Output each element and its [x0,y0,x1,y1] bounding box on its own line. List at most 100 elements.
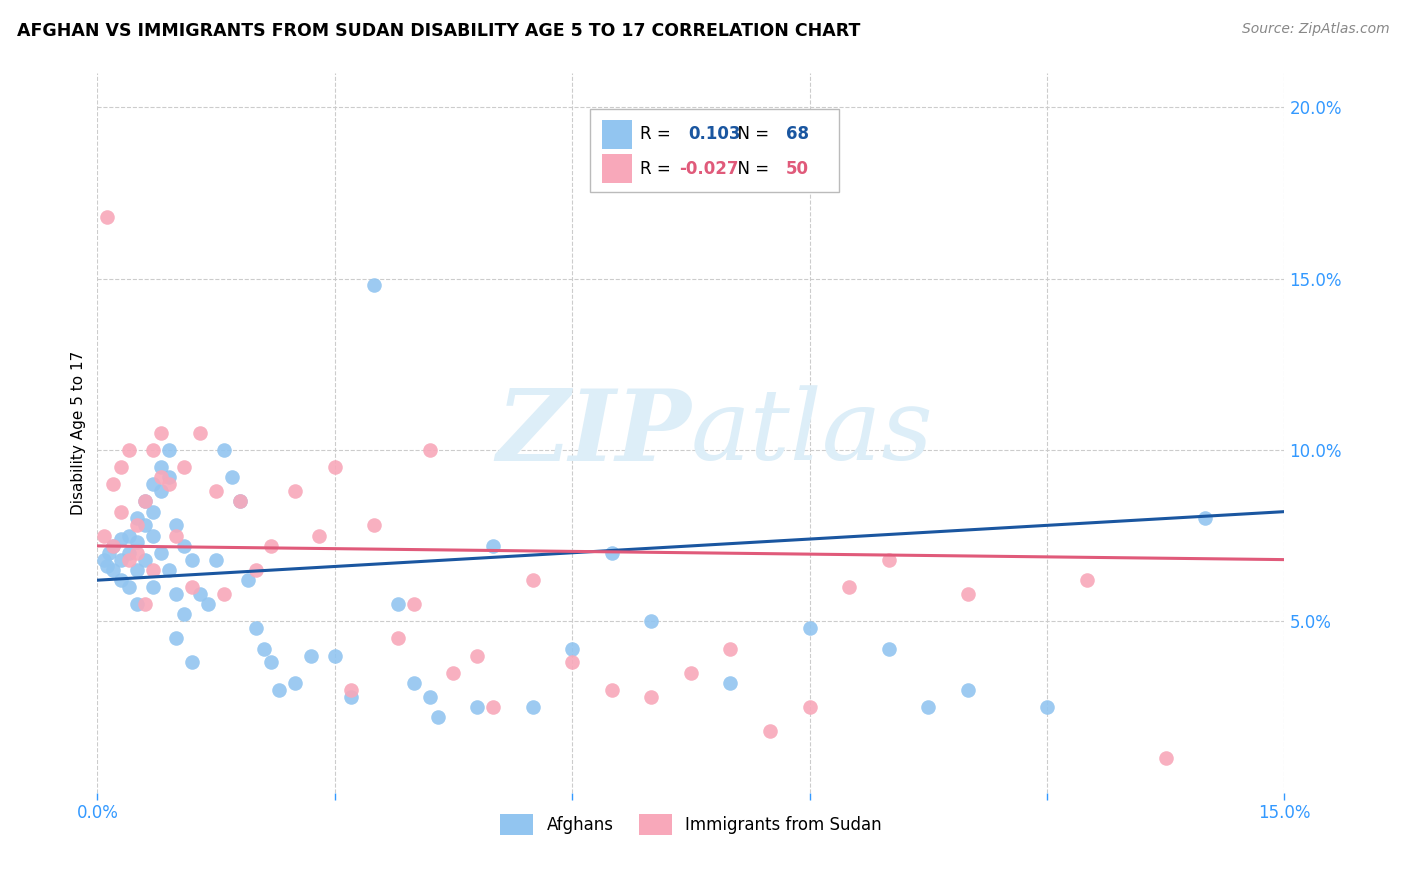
Point [1194,511,1216,525]
Point [118,552,141,566]
Point [96,210,118,224]
Point [363,278,385,293]
Text: Source: ZipAtlas.com: Source: ZipAtlas.com [1241,22,1389,37]
Point [118,546,141,560]
Point [956,682,979,697]
Point [118,528,141,542]
Point [323,460,346,475]
Legend: Afghans, Immigrants from Sudan: Afghans, Immigrants from Sudan [501,814,882,835]
Point [98,546,121,560]
Point [339,682,361,697]
Point [134,518,156,533]
Point [110,573,132,587]
Text: 0.103: 0.103 [689,125,741,143]
Point [173,460,195,475]
Text: ZIP: ZIP [496,384,690,481]
FancyBboxPatch shape [602,120,631,149]
Point [142,477,165,491]
Point [134,552,156,566]
Point [838,580,860,594]
Point [956,587,979,601]
Point [799,700,821,714]
Point [181,580,204,594]
Point [600,682,623,697]
Point [142,505,165,519]
Point [877,552,900,566]
Point [125,535,148,549]
Point [600,546,623,560]
Text: AFGHAN VS IMMIGRANTS FROM SUDAN DISABILITY AGE 5 TO 17 CORRELATION CHART: AFGHAN VS IMMIGRANTS FROM SUDAN DISABILI… [17,22,860,40]
Text: 68: 68 [786,125,808,143]
Point [1036,700,1059,714]
Point [720,641,742,656]
Point [252,641,274,656]
Point [402,597,425,611]
Point [679,665,702,680]
Point [877,641,900,656]
Point [561,641,583,656]
Point [212,442,235,457]
Point [101,539,124,553]
Point [205,484,228,499]
Text: -0.027: -0.027 [679,160,738,178]
Point [157,470,180,484]
Point [149,484,172,499]
Point [157,477,180,491]
Y-axis label: Disability Age 5 to 17: Disability Age 5 to 17 [72,351,86,515]
Point [166,587,188,601]
Point [101,477,124,491]
Point [917,700,939,714]
Point [339,690,361,704]
Point [142,563,165,577]
Point [522,573,544,587]
Point [166,528,188,542]
Point [142,442,165,457]
Point [245,621,267,635]
Text: R =: R = [640,160,676,178]
Point [522,700,544,714]
Point [197,597,219,611]
Text: R =: R = [640,125,681,143]
Point [482,700,505,714]
Point [173,539,195,553]
Point [260,539,283,553]
Point [134,597,156,611]
Point [387,632,409,646]
Point [110,505,132,519]
Point [110,532,132,546]
Point [188,587,211,601]
Point [166,632,188,646]
Point [561,656,583,670]
Point [419,442,441,457]
Point [640,615,662,629]
Point [125,546,148,560]
Point [402,676,425,690]
Point [1076,573,1098,587]
Point [93,528,115,542]
Point [166,518,188,533]
Text: atlas: atlas [690,385,934,481]
Point [482,539,505,553]
Point [181,656,204,670]
Point [260,656,283,670]
Point [299,648,322,663]
Point [229,494,252,508]
Text: N =: N = [727,125,773,143]
Point [205,552,228,566]
FancyBboxPatch shape [591,109,839,192]
Point [245,563,267,577]
Point [426,710,449,724]
Point [118,580,141,594]
Point [142,528,165,542]
Point [101,563,124,577]
Point [640,690,662,704]
Point [101,539,124,553]
Point [284,484,307,499]
Point [720,676,742,690]
Point [212,587,235,601]
Point [465,700,488,714]
Point [134,494,156,508]
Point [229,494,252,508]
Point [125,518,148,533]
Point [1154,751,1177,765]
